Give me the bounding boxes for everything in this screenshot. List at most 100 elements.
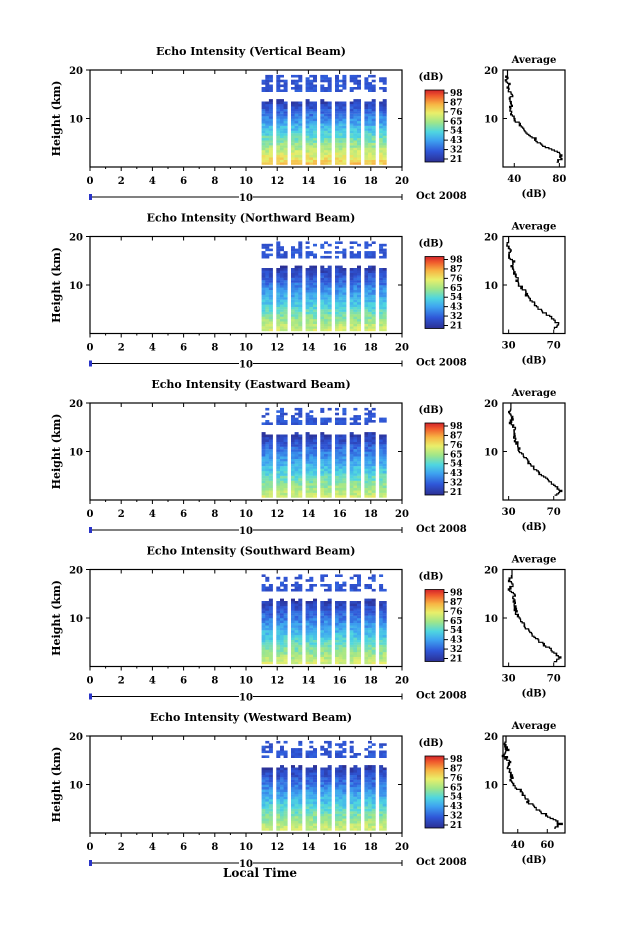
- heatmap-cell: [349, 255, 354, 259]
- heatmap-cell: [379, 311, 384, 315]
- heatmap-cell: [382, 128, 387, 131]
- heatmap-cell: [261, 255, 266, 259]
- heatmap-cell: [335, 632, 339, 636]
- heatmap-cell: [265, 803, 270, 807]
- heatmap-cell: [357, 309, 361, 312]
- heatmap-cell: [349, 586, 354, 590]
- heatmap-cell: [268, 444, 273, 447]
- heatmap-cell: [320, 302, 325, 305]
- heatmap-cell: [353, 302, 358, 305]
- heatmap-cell: [305, 422, 310, 425]
- heatmap-cell: [291, 480, 295, 484]
- heatmap-cell: [294, 613, 299, 616]
- heatmap-cell: [353, 103, 358, 107]
- heatmap-cell: [283, 130, 288, 134]
- heatmap-cell: [371, 786, 376, 790]
- heatmap-cell: [382, 162, 387, 165]
- x-tick-label: 8: [211, 176, 218, 187]
- heatmap-cell: [335, 656, 339, 660]
- heatmap-cell: [276, 292, 281, 295]
- heatmap-cell: [283, 480, 288, 484]
- heatmap-cell: [265, 79, 270, 83]
- heatmap-cell: [276, 786, 281, 790]
- heatmap-cell: [371, 637, 376, 640]
- heatmap-cell: [364, 649, 369, 653]
- heatmap-cell: [324, 480, 328, 484]
- heatmap-cell: [368, 311, 372, 315]
- heatmap-cell: [276, 157, 281, 160]
- y-tick-label: 10: [69, 281, 83, 292]
- heatmap-cell: [280, 803, 284, 807]
- heatmap-cell: [265, 487, 270, 491]
- heatmap-cell: [276, 490, 281, 493]
- heatmap-cell: [280, 791, 284, 795]
- heatmap-cell: [320, 407, 325, 411]
- heatmap-cell: [368, 302, 372, 305]
- heatmap-cell: [371, 108, 376, 112]
- heatmap-cell: [382, 285, 387, 288]
- heatmap-cell: [353, 622, 358, 626]
- heatmap-cell: [276, 774, 281, 778]
- heatmap-cell: [349, 637, 354, 640]
- heatmap-cell: [283, 613, 288, 616]
- heatmap-cell: [324, 659, 328, 662]
- heatmap-cell: [265, 647, 270, 650]
- heatmap-cell: [368, 487, 372, 491]
- heatmap-cell: [357, 492, 361, 496]
- heatmap-cell: [294, 610, 299, 614]
- heatmap-cell: [338, 133, 343, 136]
- heatmap-cell: [298, 453, 303, 457]
- heatmap-cell: [335, 118, 339, 122]
- heatmap-cell: [309, 468, 314, 472]
- heatmap-cell: [364, 287, 369, 290]
- heatmap-cell: [320, 145, 325, 148]
- heatmap-cell: [283, 478, 288, 481]
- heatmap-cell: [368, 473, 372, 476]
- heatmap-cell: [265, 786, 270, 790]
- heatmap-cell: [309, 299, 314, 303]
- heatmap-cell: [338, 449, 343, 452]
- heatmap-cell: [276, 740, 281, 744]
- heatmap-cell: [379, 796, 384, 800]
- heatmap-cell: [338, 285, 343, 288]
- heatmap-cell: [261, 480, 266, 484]
- heatmap-cell: [379, 133, 384, 136]
- heatmap-cell: [368, 605, 372, 609]
- heatmap-cell: [276, 618, 281, 621]
- heatmap-cell: [309, 806, 314, 809]
- x-tick-label: 2: [118, 676, 125, 687]
- heatmap-cell: [353, 328, 358, 332]
- heatmap-cell: [276, 828, 281, 831]
- heatmap-cell: [357, 422, 361, 425]
- heatmap-cell: [265, 145, 270, 148]
- heatmap-cell: [268, 137, 273, 141]
- heatmap-cell: [313, 608, 317, 611]
- heatmap-cell: [364, 299, 369, 303]
- heatmap-cell: [335, 630, 339, 633]
- heatmap-cell: [364, 613, 369, 616]
- heatmap-cell: [309, 784, 314, 788]
- heatmap-cell: [280, 157, 284, 160]
- heatmap-cell: [368, 791, 372, 795]
- colorbar: [424, 89, 445, 163]
- heatmap-cell: [327, 801, 332, 805]
- heatmap-cell: [364, 642, 369, 645]
- heatmap-cell: [261, 103, 266, 107]
- heatmap-cell: [338, 485, 343, 488]
- heatmap-cell: [324, 487, 328, 491]
- heatmap-cell: [335, 120, 339, 124]
- heatmap-cell: [327, 87, 332, 90]
- heatmap-cell: [276, 145, 281, 148]
- heatmap-cell: [371, 289, 376, 293]
- heatmap-cell: [357, 473, 361, 476]
- heatmap-cell: [349, 133, 354, 136]
- heatmap-cell: [294, 441, 299, 445]
- heatmap-cell: [371, 613, 376, 616]
- heatmap-cell: [291, 128, 295, 131]
- heatmap-cell: [364, 635, 369, 638]
- heatmap-cell: [298, 145, 303, 148]
- heatmap-cell: [324, 89, 328, 92]
- heatmap-cell: [261, 637, 266, 640]
- heatmap-cell: [357, 280, 361, 283]
- heatmap-cell: [379, 639, 384, 643]
